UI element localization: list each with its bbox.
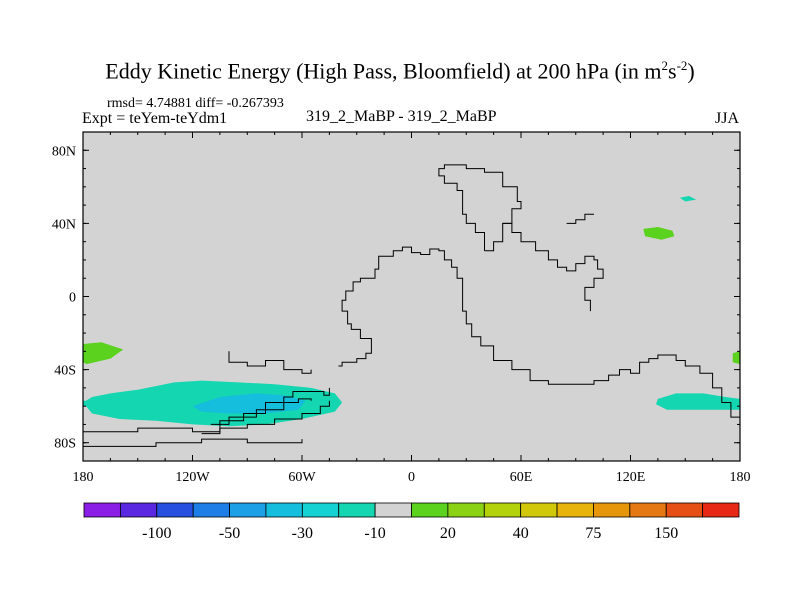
coastline-outline <box>566 213 594 224</box>
coastline-outline <box>228 351 312 374</box>
colorbar-swatch <box>156 502 194 518</box>
region-east-edge-positive <box>732 351 740 365</box>
coastline-outline <box>201 387 330 435</box>
colorbar-swatch <box>192 502 230 518</box>
case-label: 319_2_MaBP - 319_2_MaBP <box>306 108 497 125</box>
colorbar-label: -50 <box>219 525 240 542</box>
experiment-label: Expt = teYem-teYdm1 <box>82 110 228 127</box>
colorbar-swatch <box>338 502 376 518</box>
x-tick-label: 120E <box>616 470 646 485</box>
colorbar-label: 20 <box>440 525 456 542</box>
colorbar-swatch <box>301 502 340 518</box>
stats-label: rmsd= 4.74881 diff= -0.267393 <box>107 96 284 111</box>
colorbar-label: -100 <box>142 525 171 542</box>
coastline-outline <box>210 398 312 425</box>
coastline-outline <box>83 438 303 447</box>
colorbar-swatch <box>556 502 594 518</box>
colorbar-swatch <box>483 502 522 518</box>
x-tick-label: 60W <box>288 470 316 485</box>
x-tick-label: 180 <box>73 470 94 485</box>
region-north-pacific-negative <box>679 196 697 202</box>
y-tick-label: 0 <box>69 291 76 306</box>
colorbar-swatch <box>265 502 303 518</box>
coastline-outline <box>502 222 604 312</box>
colorbar-swatch <box>374 502 412 518</box>
colorbar-swatch <box>702 502 740 518</box>
coastline-outline <box>83 400 330 433</box>
y-tick-label: 40S <box>54 364 76 379</box>
region-south-indian-band <box>656 393 740 410</box>
colorbar-label: 75 <box>585 525 601 542</box>
x-tick-label: 60E <box>510 470 533 485</box>
colorbar-swatch <box>411 502 449 518</box>
x-tick-label: 0 <box>408 470 415 485</box>
x-tick-label: 180 <box>730 470 751 485</box>
x-tick-label: 120W <box>175 470 210 485</box>
colorbar: -100 -50 -30 -10 20 40 75 150 <box>83 502 740 542</box>
region-south-pacific-west-positive <box>83 342 124 365</box>
colorbar-swatch <box>665 502 704 518</box>
colorbar-swatch <box>83 502 121 518</box>
region-south-pacific-core <box>192 393 306 414</box>
colorbar-label: 150 <box>654 525 678 542</box>
colorbar-swatch <box>629 502 667 518</box>
coastline-outline <box>338 246 741 429</box>
coastline-outline <box>438 164 522 252</box>
y-tick-label: 80S <box>54 437 76 452</box>
colorbar-swatch <box>229 502 267 518</box>
y-tick-label: 40N <box>52 217 76 232</box>
colorbar-swatch <box>520 502 558 518</box>
colorbar-label: -30 <box>292 525 313 542</box>
y-tick-label: 80N <box>52 144 76 159</box>
colorbar-label: -10 <box>364 525 385 542</box>
region-west-edge-southern <box>83 400 87 407</box>
season-label: JJA <box>715 110 740 127</box>
colorbar-swatch <box>119 502 158 518</box>
region-north-pacific-positive <box>643 227 675 240</box>
colorbar-swatch <box>593 502 631 518</box>
colorbar-swatch <box>447 502 485 518</box>
colorbar-label: 40 <box>513 525 529 542</box>
chart-title: Eddy Kinetic Energy (High Pass, Bloomfie… <box>105 58 695 84</box>
